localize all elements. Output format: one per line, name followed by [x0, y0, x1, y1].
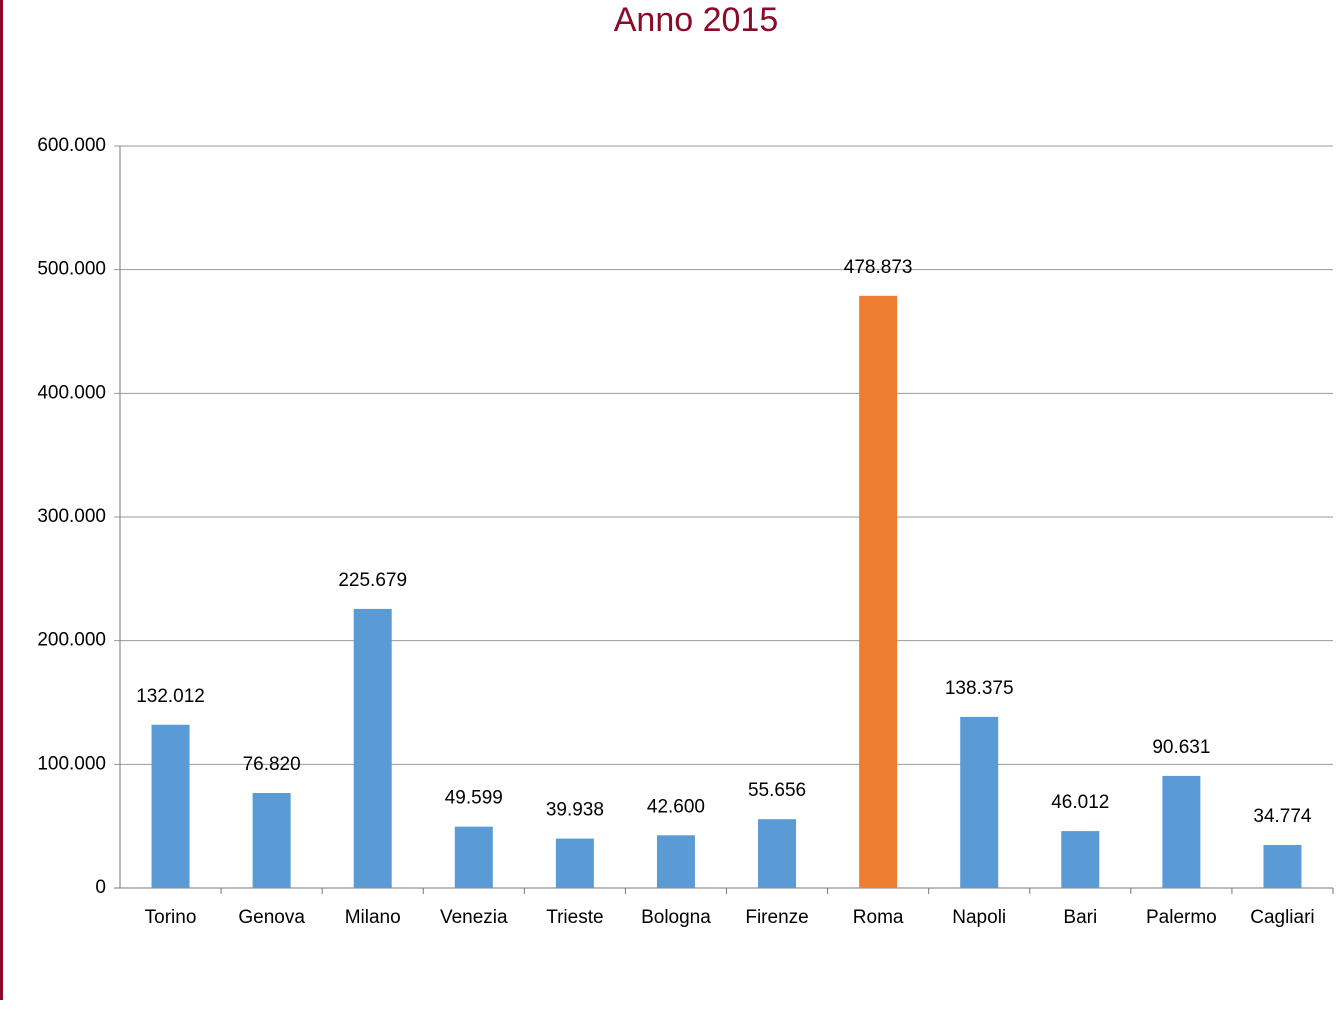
bar [555, 838, 594, 888]
bar [960, 716, 999, 888]
value-label: 46.012 [1051, 792, 1109, 813]
bar [758, 819, 797, 888]
value-label: 478.873 [844, 257, 913, 278]
y-tick-label: 400.000 [37, 382, 106, 403]
value-label: 76.820 [243, 754, 301, 775]
x-tick-label: Venezia [440, 907, 508, 928]
bar [1263, 844, 1302, 888]
x-tick-label: Genova [238, 907, 305, 928]
bar [454, 826, 493, 888]
x-tick-label: Firenze [745, 907, 808, 928]
bar [353, 608, 392, 888]
value-label: 90.631 [1152, 737, 1210, 758]
x-tick-label: Bari [1063, 907, 1097, 928]
y-tick-label: 100.000 [37, 753, 106, 774]
x-tick-label: Trieste [546, 907, 603, 928]
y-tick-label: 600.000 [37, 135, 106, 156]
bar [151, 724, 190, 888]
bar [656, 835, 695, 888]
x-tick-label: Roma [853, 907, 904, 928]
x-tick-label: Cagliari [1250, 907, 1314, 928]
y-tick-label: 300.000 [37, 506, 106, 527]
value-label: 138.375 [945, 678, 1014, 699]
bar [859, 295, 898, 889]
y-tick-label: 0 [95, 877, 106, 898]
y-tick-label: 200.000 [37, 630, 106, 651]
value-label: 132.012 [136, 686, 205, 707]
bar [1061, 831, 1100, 888]
value-label: 55.656 [748, 780, 806, 801]
chart-title: Anno 2015 [614, 1, 779, 39]
value-label: 42.600 [647, 796, 705, 817]
x-tick-label: Milano [345, 907, 401, 928]
value-label: 49.599 [445, 788, 503, 809]
y-tick-label: 500.000 [37, 259, 106, 280]
x-tick-label: Torino [145, 907, 197, 928]
value-label: 39.938 [546, 800, 604, 821]
value-label: 225.679 [338, 570, 407, 591]
x-tick-label: Palermo [1146, 907, 1217, 928]
value-label: 34.774 [1253, 806, 1312, 827]
bar [1162, 775, 1201, 888]
page-border [0, 0, 3, 1000]
x-tick-label: Napoli [952, 907, 1006, 928]
x-tick-label: Bologna [641, 907, 711, 928]
bar [252, 792, 291, 888]
